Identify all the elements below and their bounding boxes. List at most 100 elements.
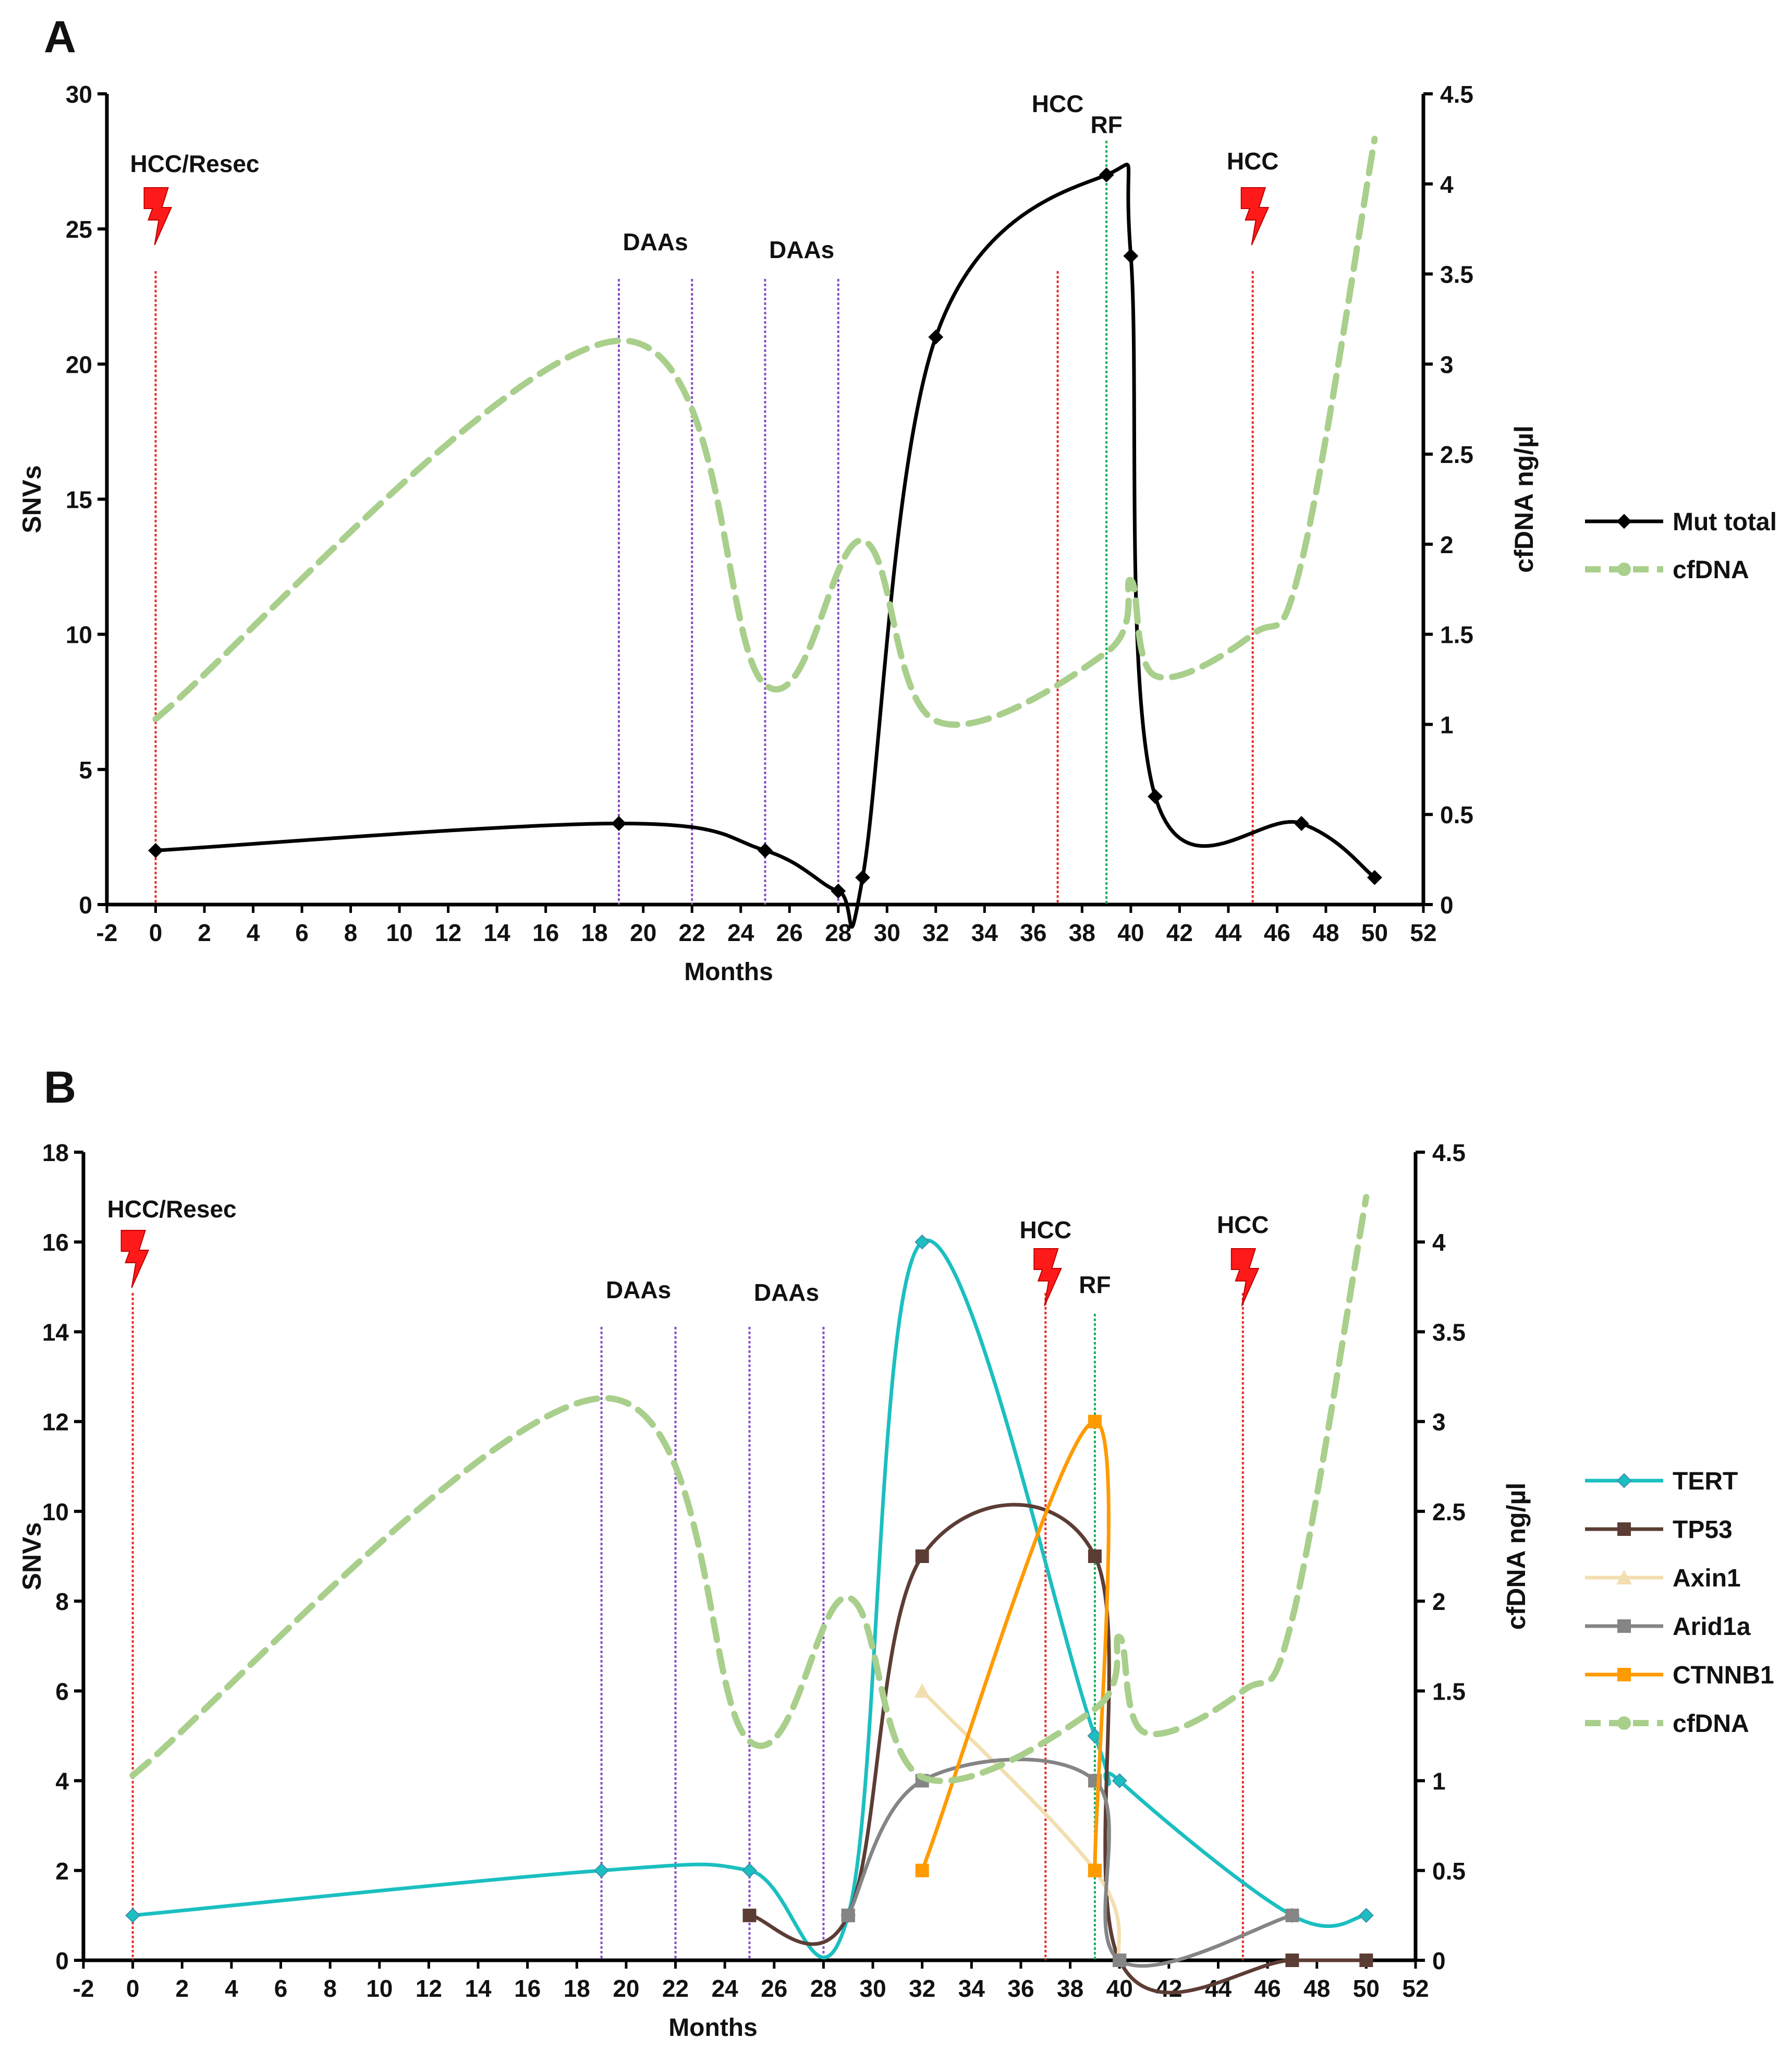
x-tick-label: 40 <box>1106 1975 1133 2002</box>
data-point <box>855 870 870 885</box>
data-point <box>1285 1908 1299 1922</box>
x-tick-label: 10 <box>366 1975 393 2002</box>
legend-marker <box>1617 1716 1631 1730</box>
y-tick-label: 25 <box>66 216 92 243</box>
event-label: HCC <box>1227 148 1279 175</box>
data-point <box>1113 1954 1127 1967</box>
x-tick-label: 30 <box>874 919 900 946</box>
y-tick-label: 18 <box>42 1139 69 1166</box>
data-point <box>915 1549 929 1563</box>
x-tick-label: 22 <box>662 1975 689 2002</box>
x-tick-label: 46 <box>1264 919 1290 946</box>
x-tick-label: 24 <box>712 1975 739 2002</box>
y2-tick-label: 4 <box>1440 171 1454 198</box>
x-tick-label: 24 <box>727 919 754 946</box>
event-label: DAAs <box>769 236 834 263</box>
data-point <box>1367 870 1382 885</box>
legend-marker <box>1617 1668 1631 1681</box>
y2-tick-label: 1.5 <box>1432 1678 1466 1705</box>
data-point <box>928 329 944 345</box>
y2-tick-label: 0.5 <box>1432 1858 1466 1885</box>
y-tick-label: 20 <box>66 351 92 378</box>
legend-label: Mut total <box>1673 508 1777 536</box>
data-point <box>758 843 773 858</box>
y2-tick-label: 1 <box>1440 711 1454 738</box>
event-label: HCC <box>1019 1216 1071 1243</box>
y2-tick-label: 2 <box>1440 531 1454 558</box>
x-tick-label: 12 <box>416 1975 442 2002</box>
event-label: DAAs <box>754 1279 819 1306</box>
data-point <box>915 1234 930 1250</box>
x-tick-label: 2 <box>175 1975 189 2002</box>
legend-label: Arid1a <box>1673 1613 1751 1641</box>
x-tick-label: 26 <box>776 919 803 946</box>
y-tick-label: 0 <box>79 892 92 919</box>
y2-tick-label: 0 <box>1432 1947 1446 1974</box>
y-tick-label: 12 <box>42 1409 69 1436</box>
x-tick-label: 48 <box>1303 1975 1330 2002</box>
y2-axis-title: cfDNA ng/µl <box>1502 1483 1531 1630</box>
series-line <box>920 1420 1111 1873</box>
x-tick-label: 14 <box>465 1975 492 2002</box>
data-point <box>1112 1773 1127 1788</box>
data-point <box>1148 789 1163 804</box>
data-point <box>914 1683 930 1698</box>
lightning-bolt-icon <box>120 1230 150 1288</box>
series-cfdna <box>152 136 1378 728</box>
event-label: DAAs <box>623 228 688 255</box>
data-point <box>742 1863 757 1878</box>
x-tick-label: 28 <box>810 1975 837 2002</box>
legend-marker <box>1617 1619 1631 1633</box>
x-tick-label: 8 <box>344 919 358 946</box>
y-tick-label: 6 <box>55 1678 69 1705</box>
y2-tick-label: 2.5 <box>1432 1498 1466 1525</box>
event-label: RF <box>1079 1271 1111 1298</box>
data-point <box>742 1908 757 1922</box>
y2-tick-label: 2.5 <box>1440 441 1473 468</box>
x-tick-label: 8 <box>323 1975 337 2002</box>
x-tick-label: 32 <box>922 919 949 946</box>
x-tick-label: 18 <box>564 1975 590 2002</box>
x-tick-label: 14 <box>484 919 511 946</box>
lightning-bolt-icon <box>143 187 173 246</box>
x-tick-label: 0 <box>149 919 163 946</box>
x-tick-label: 36 <box>1007 1975 1034 2002</box>
lightning-bolt-icon <box>1230 1248 1260 1307</box>
x-tick-label: 16 <box>532 919 559 946</box>
data-point <box>1123 248 1139 264</box>
legend: TERT TP53 Axin1 Arid1a CTNNB1 cfDNA <box>1585 1468 1774 1738</box>
x-tick-label: 38 <box>1057 1975 1083 2002</box>
data-point <box>1088 1414 1102 1429</box>
x-tick-label: 28 <box>825 919 851 946</box>
x-tick-label: 20 <box>613 1975 639 2002</box>
x-tick-label: 22 <box>679 919 705 946</box>
series-line <box>131 1238 1368 1960</box>
event-label: HCC/Resec <box>130 150 260 177</box>
y-tick-label: 5 <box>79 756 92 784</box>
x-tick-label: -2 <box>73 1975 94 2002</box>
x-tick-label: 18 <box>581 919 608 946</box>
data-point <box>1088 1549 1102 1563</box>
x-tick-label: 40 <box>1117 919 1144 946</box>
data-point <box>611 816 627 831</box>
x-tick-label: 34 <box>958 1975 985 2002</box>
x-tick-label: 10 <box>386 919 413 946</box>
x-tick-label: 6 <box>274 1975 288 2002</box>
series-mut total <box>148 163 1382 929</box>
legend-label: cfDNA <box>1673 1710 1749 1738</box>
y2-tick-label: 4.5 <box>1440 81 1473 108</box>
x-tick-label: 16 <box>514 1975 541 2002</box>
y-tick-label: 8 <box>55 1588 69 1615</box>
x-tick-label: 30 <box>859 1975 886 2002</box>
legend-label: CTNNB1 <box>1673 1662 1774 1689</box>
legend-marker <box>1616 1473 1632 1488</box>
event-label: HCC <box>1217 1211 1269 1238</box>
data-point <box>1099 167 1114 182</box>
y2-tick-label: 3.5 <box>1440 261 1473 288</box>
y-tick-label: 15 <box>66 486 92 514</box>
series-arid1a <box>841 1757 1299 1968</box>
data-point <box>1358 1908 1374 1923</box>
x-tick-label: 52 <box>1410 919 1436 946</box>
x-tick-label: 4 <box>247 919 260 946</box>
